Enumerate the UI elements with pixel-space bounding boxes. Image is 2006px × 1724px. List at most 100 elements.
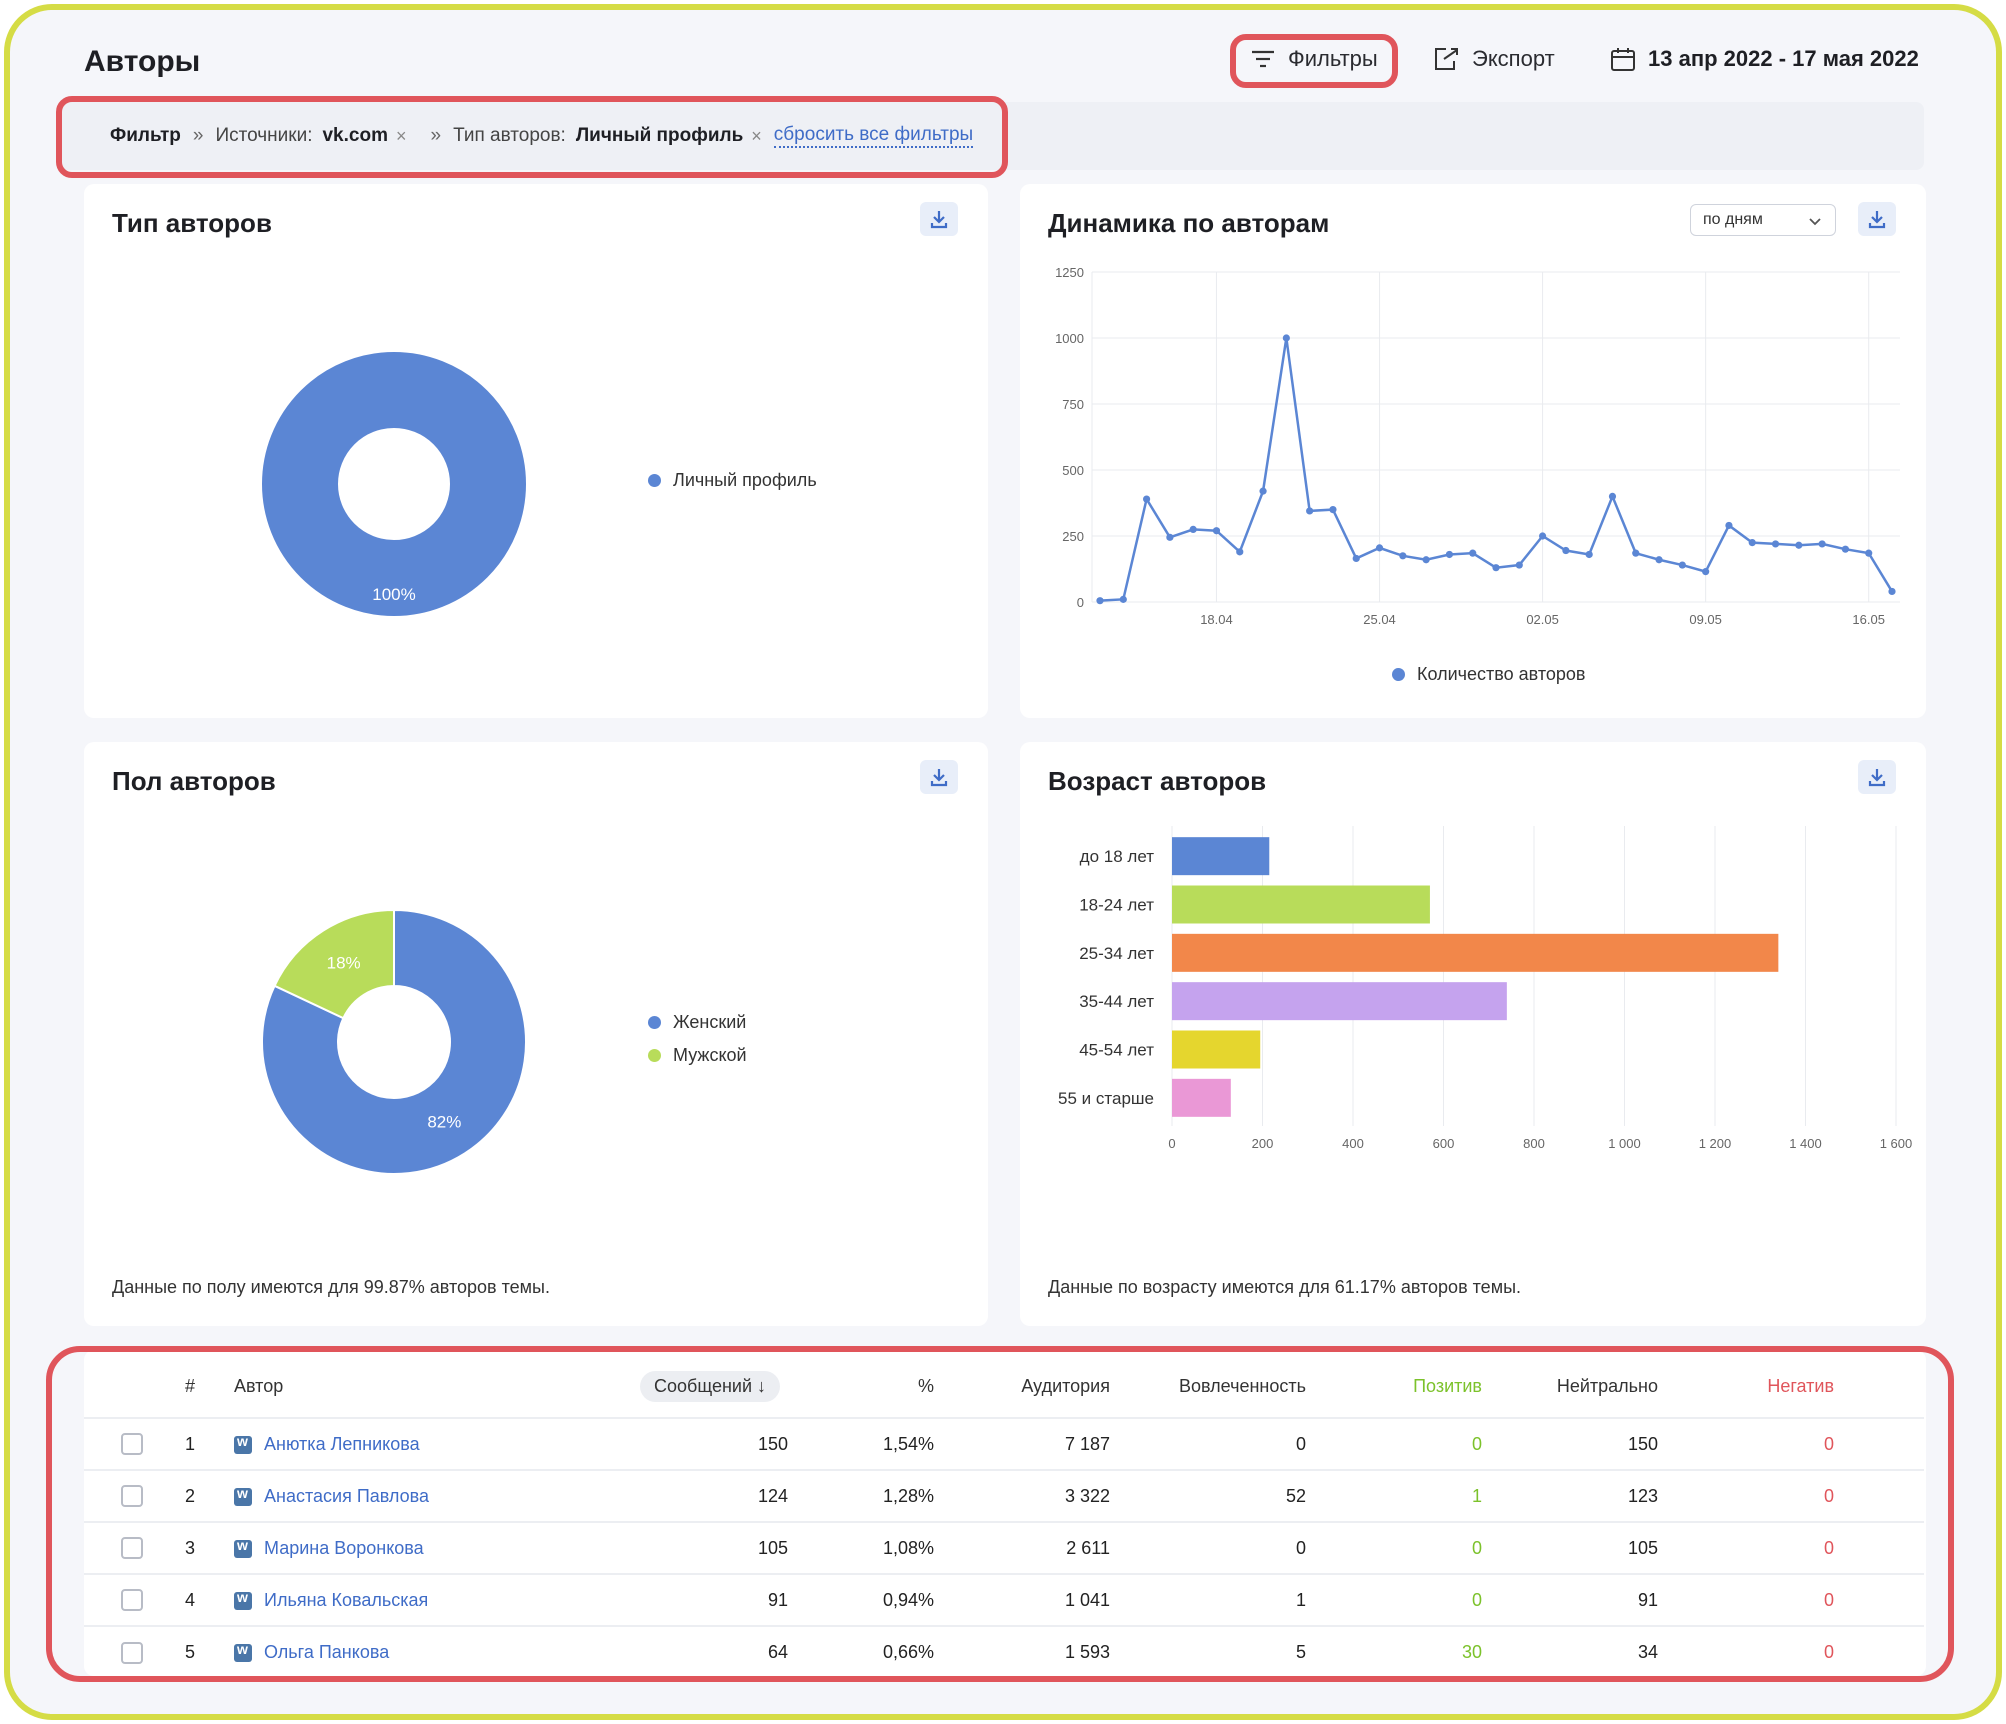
x-tick-label: 16.05 [1852,612,1885,627]
chevron-down-icon [1809,218,1821,226]
author-type-donut: 100% [262,352,526,616]
data-point[interactable] [1352,554,1360,563]
row-checkbox[interactable] [121,1641,143,1664]
data-point[interactable] [1655,556,1663,564]
data-point[interactable] [1212,527,1221,535]
data-point[interactable] [1748,539,1756,547]
row-checkbox[interactable] [121,1589,143,1612]
download-button[interactable] [920,202,958,236]
cell-positive: 0 [1306,1522,1482,1575]
age-bar-chart: 0 200 400 600 800 1 000 1 200 1 400 1 600 до 18 … [1058,826,1912,1151]
data-point[interactable] [1375,544,1384,552]
category-label: 18-24 лет [1079,896,1154,915]
data-point[interactable] [1282,334,1290,342]
data-point[interactable] [1865,549,1873,557]
author-link[interactable]: Марина Воронкова [264,1537,424,1558]
header-num: # [180,1356,200,1419]
data-point[interactable] [1189,525,1197,533]
data-point[interactable] [1632,549,1640,557]
export-button[interactable]: Экспорт [1432,46,1555,72]
data-point[interactable] [1818,540,1826,548]
cell-neutral: 91 [1482,1574,1658,1627]
legend-dot [648,474,661,487]
spacer-cell [1834,1418,1924,1471]
remove-sources-filter-button[interactable]: × [395,125,407,146]
age-note: Данные по возрасту имеются для 61.17% ав… [1048,1277,1522,1297]
download-button[interactable] [920,760,958,794]
row-number: 2 [180,1470,200,1523]
y-tick-label: 1250 [1055,265,1084,280]
age-bar[interactable] [1172,1030,1261,1069]
gender-title: Пол авторов [112,766,276,796]
data-point[interactable] [1795,541,1803,549]
data-point[interactable] [1399,552,1407,560]
x-tick-label: 1 200 [1699,1136,1732,1151]
data-point[interactable] [1841,545,1850,553]
vk-icon [234,1641,252,1663]
spacer-cell [1834,1574,1924,1627]
donut-slice-мужской[interactable] [273,908,395,1020]
author-cell: Ольга Панкова [200,1626,640,1678]
data-point[interactable] [1771,540,1780,548]
header-engagement: Вовлеченность [1110,1356,1306,1419]
spacer-cell [1834,1470,1924,1523]
period-select[interactable]: по дням [1690,204,1836,236]
data-point[interactable] [1306,507,1314,515]
legend-item: Личный профиль [648,470,817,491]
cell-percent: 1,28% [788,1470,934,1523]
row-number: 1 [180,1418,200,1471]
download-button[interactable] [1858,760,1896,794]
author-link[interactable]: Ильяна Ковальская [264,1589,429,1610]
age-bar[interactable] [1172,1078,1231,1117]
author-link[interactable]: Анютка Лепникова [264,1433,420,1454]
data-point[interactable] [1702,568,1710,576]
data-point[interactable] [1678,561,1686,569]
export-icon [1435,48,1458,70]
data-point[interactable] [1096,597,1104,605]
data-point[interactable] [1469,549,1477,557]
dynamics-card: Динамика по авторам по дням 0 250 500 750 10… [1020,184,1926,718]
remove-author-type-filter-button[interactable]: × [751,125,762,146]
cell-engagement: 52 [1110,1470,1306,1523]
author-link[interactable]: Ольга Панкова [264,1642,390,1662]
legend-dot [648,1016,661,1029]
data-point[interactable] [1562,546,1570,555]
data-point[interactable] [1725,521,1733,530]
download-button[interactable] [1858,202,1896,236]
data-point[interactable] [1236,548,1244,556]
cell-messages: 91 [640,1574,788,1627]
data-point[interactable] [1166,533,1174,541]
row-checkbox[interactable] [121,1485,143,1508]
data-point[interactable] [1538,532,1547,540]
reset-filters-link[interactable]: сбросить все фильтры [773,124,974,148]
data-point[interactable] [1585,550,1593,559]
date-range-picker[interactable]: 13 апр 2022 - 17 мая 2022 [1610,46,1919,72]
data-point[interactable] [1608,492,1617,500]
header-messages[interactable]: Сообщений ↓ [640,1356,788,1419]
row-checkbox[interactable] [121,1433,143,1456]
data-point[interactable] [1329,506,1337,514]
row-checkbox[interactable] [121,1537,143,1560]
x-tick-label: 18.04 [1200,612,1233,627]
data-point[interactable] [1445,550,1454,559]
legend-item: Количество авторов [1392,664,1585,685]
sort-by-messages-button[interactable]: Сообщений ↓ [640,1371,780,1402]
donut-slice-женский[interactable] [261,908,527,1175]
data-point[interactable] [1888,587,1896,596]
x-tick-label: 800 [1523,1136,1545,1151]
data-point[interactable] [1259,487,1267,495]
donut-slice-личный-профиль[interactable] [262,352,526,616]
data-point[interactable] [1119,595,1127,603]
age-bar[interactable] [1172,837,1270,876]
age-bar[interactable] [1172,982,1507,1021]
data-point[interactable] [1422,556,1430,564]
filters-button[interactable]: Фильтры [1250,46,1378,72]
data-point[interactable] [1515,561,1523,569]
data-point[interactable] [1142,495,1151,503]
author-link[interactable]: Анастасия Павлова [264,1485,429,1506]
y-tick-label: 0 [1077,595,1084,610]
cell-percent: 0,94% [788,1574,934,1627]
age-bar[interactable] [1172,885,1430,924]
age-bar[interactable] [1172,933,1779,972]
data-point[interactable] [1492,564,1500,572]
